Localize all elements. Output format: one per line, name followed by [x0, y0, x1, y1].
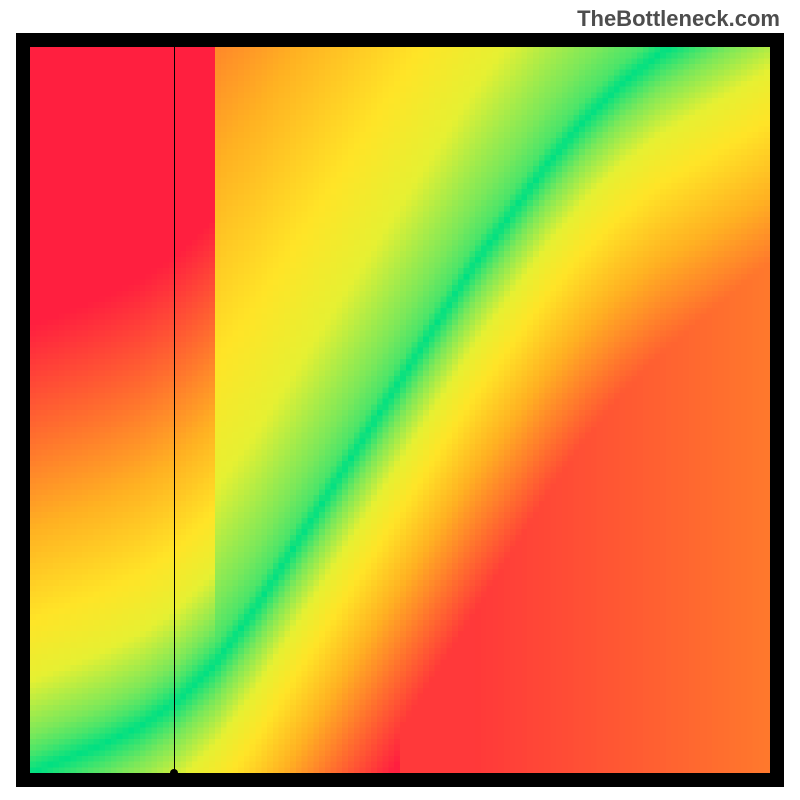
marker-dot: [170, 769, 178, 777]
heatmap-plot: [30, 47, 770, 773]
marker-crosshair-horizontal: [30, 773, 770, 774]
marker-crosshair-vertical: [174, 47, 175, 773]
chart-container: TheBottleneck.com: [0, 0, 800, 800]
watermark-text: TheBottleneck.com: [577, 6, 780, 32]
